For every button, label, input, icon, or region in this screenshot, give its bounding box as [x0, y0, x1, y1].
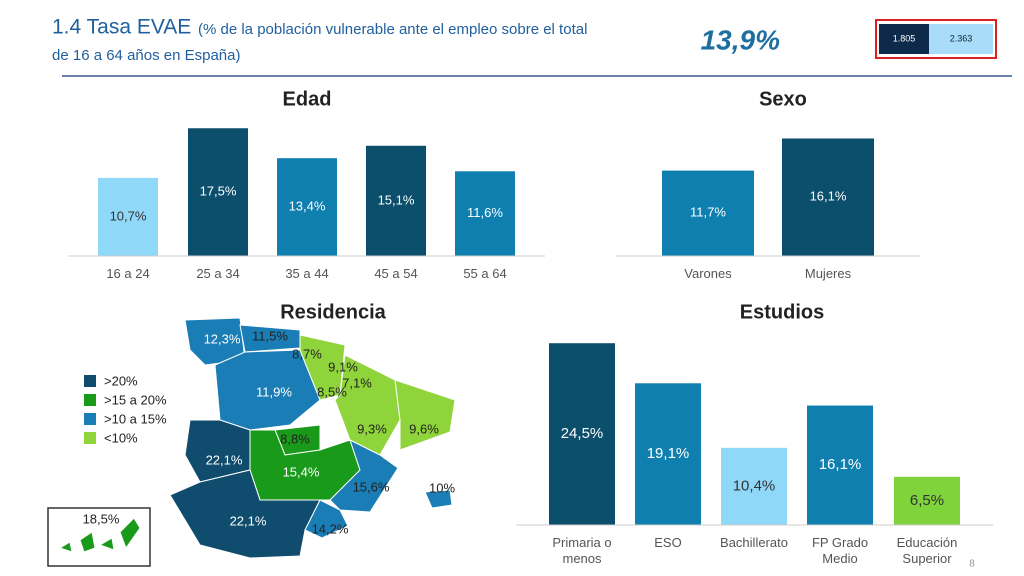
region-label: 22,1%	[206, 452, 243, 467]
region	[329, 439, 399, 513]
region-label: 10%	[429, 480, 455, 495]
region-label: 22,1%	[230, 513, 267, 528]
bar	[277, 158, 337, 256]
region	[119, 517, 141, 550]
bar	[188, 128, 248, 256]
chart-title: Estudios	[740, 301, 824, 323]
x-tick-label: 16 a 24	[106, 266, 150, 281]
chart-title: Sexo	[759, 88, 807, 110]
value-label: 13,4%	[289, 199, 326, 214]
x-tick-label: 55 a 64	[463, 266, 507, 281]
region-label: 15,4%	[283, 464, 320, 479]
region	[79, 531, 96, 553]
region-label: 9,1%	[328, 359, 358, 374]
bar	[549, 343, 615, 525]
headline: 13,9%	[701, 24, 780, 55]
badge-frame	[875, 19, 997, 59]
region-label: 8,5%	[317, 384, 347, 399]
chart-title: Edad	[283, 88, 332, 110]
value-label: 15,1%	[378, 192, 415, 207]
value-label: 6,5%	[910, 492, 944, 509]
x-tick-label: 25 a 34	[196, 266, 240, 281]
region	[98, 537, 115, 551]
region	[304, 499, 349, 539]
x-tick-label: 35 a 44	[285, 266, 329, 281]
bar	[455, 171, 515, 256]
bar	[807, 405, 873, 525]
region-label: 9,6%	[409, 421, 439, 436]
value-label: 17,5%	[200, 184, 237, 199]
badge-dark	[879, 24, 929, 54]
value-label: 16,1%	[810, 189, 847, 204]
region	[299, 334, 346, 401]
bar	[635, 383, 701, 525]
bar	[721, 447, 787, 525]
badge-label: 2.363	[950, 33, 973, 43]
value-label: 16,1%	[819, 456, 862, 473]
legend-swatch	[84, 413, 96, 425]
value-label: 19,1%	[647, 445, 690, 462]
legend-swatch	[84, 394, 96, 406]
value-label: 11,6%	[467, 205, 503, 220]
region-label: 8,7%	[292, 346, 322, 361]
region	[394, 379, 456, 451]
x-tick-label: Primaria o menos	[552, 535, 612, 566]
badge-light	[929, 24, 993, 54]
region-label: 11,9%	[256, 384, 292, 399]
x-tick-label: ESO	[654, 535, 682, 550]
value-label: 11,7%	[690, 205, 726, 220]
region-label: 15,6%	[353, 479, 390, 494]
slide-subtitle: (% de la población vulnerable ante el em…	[52, 21, 588, 64]
legend-swatch	[84, 375, 96, 387]
region-label: 7,1%	[342, 375, 372, 390]
region	[58, 541, 73, 553]
value-label: 10,4%	[733, 477, 776, 494]
value-label: 10,7%	[110, 208, 147, 223]
badge-label: 1.805	[893, 33, 916, 43]
legend-swatch	[84, 432, 96, 444]
region-label: 8,8%	[280, 431, 310, 446]
region-label: 9,3%	[357, 421, 387, 436]
page-number: 8	[969, 559, 975, 570]
bar	[366, 145, 426, 256]
bar	[782, 138, 874, 256]
legend-label: >10 a 15%	[104, 411, 167, 426]
x-tick-label: 45 a 54	[374, 266, 418, 281]
region-label: 14,2%	[312, 521, 349, 536]
x-tick-label: FP Grado Medio	[811, 535, 869, 566]
x-tick-label: Mujeres	[804, 266, 852, 281]
value-label: 24,5%	[561, 425, 604, 442]
legend-label: >15 a 20%	[104, 392, 167, 407]
bar	[662, 170, 754, 256]
region	[424, 489, 453, 509]
legend-label: <10%	[104, 430, 138, 445]
bar	[894, 476, 960, 525]
region-label: 11,5%	[252, 328, 288, 343]
legend-label: >20%	[104, 373, 138, 388]
map	[47, 317, 456, 567]
region-label: 18,5%	[83, 511, 120, 526]
region-label: 12,3%	[204, 331, 241, 346]
slide-title: 1.4 Tasa EVAE	[52, 16, 191, 39]
x-tick-label: Educación Superior	[896, 535, 958, 566]
map-title: Residencia	[280, 301, 386, 323]
x-tick-label: Varones	[684, 266, 732, 281]
x-tick-label: Bachillerato	[720, 535, 788, 550]
bar	[98, 177, 158, 256]
